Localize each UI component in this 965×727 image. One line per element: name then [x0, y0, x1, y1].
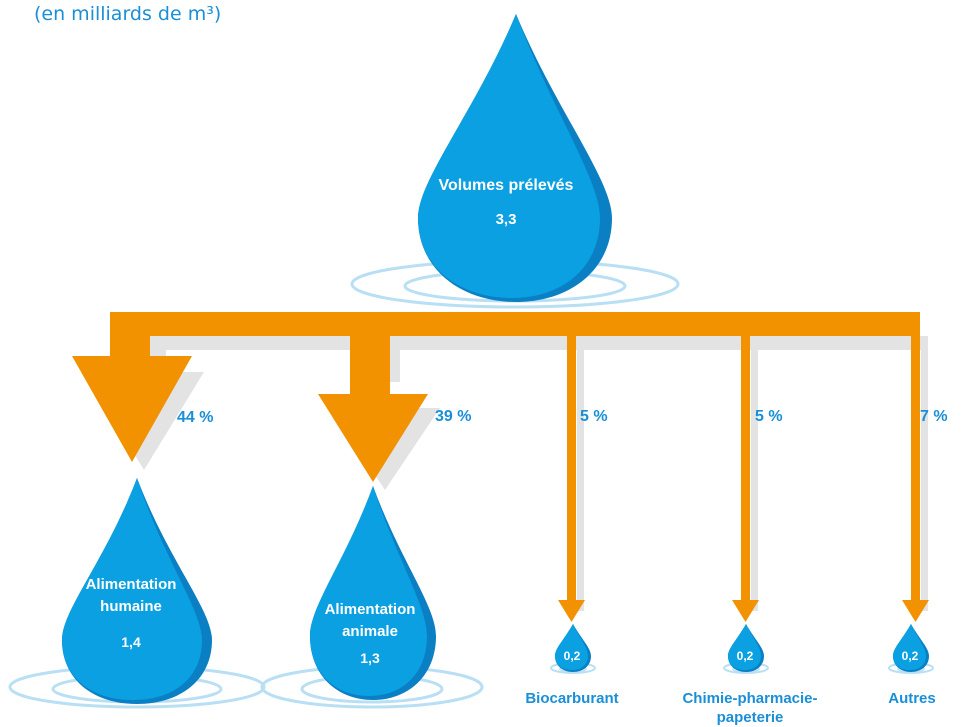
unit-subtitle: (en milliards de m³)	[34, 3, 221, 25]
arrow-stem-4	[741, 312, 750, 604]
flow-arrows	[72, 312, 929, 622]
drop-2-value: 1,3	[360, 650, 380, 666]
drop-2-title-line1: Alimentation	[325, 601, 416, 618]
drop-autres: 0,2	[888, 624, 934, 674]
drop-chimie-pharmacie-papeterie: 0,2	[723, 624, 769, 674]
percent-4: 5 %	[755, 408, 783, 425]
percent-5: 7 %	[920, 408, 948, 425]
flow-bar	[110, 312, 918, 336]
percent-3: 5 %	[580, 408, 608, 425]
drop-1-title-line1: Alimentation	[86, 576, 177, 593]
source-title: Volumes prélevés	[439, 177, 574, 194]
arrow-head-5	[902, 600, 929, 622]
arrow-head-4	[732, 600, 759, 622]
drop-4-value: 0,2	[737, 649, 754, 663]
category-chimie-line2: papeterie	[717, 709, 784, 726]
arrow-stem-2	[350, 312, 390, 396]
drop-5-value: 0,2	[902, 649, 919, 663]
drop-1-value: 1,4	[121, 634, 141, 650]
drop-alimentation-animale: Alimentation animale 1,3	[310, 486, 436, 700]
source-value: 3,3	[496, 211, 517, 228]
source-drop: Volumes prélevés 3,3	[418, 14, 612, 302]
arrow-stem-1	[110, 312, 150, 364]
category-chimie-line1: Chimie-pharmacie-	[682, 690, 817, 707]
drop-alimentation-humaine: Alimentation humaine 1,4	[62, 478, 212, 704]
drop-3-value: 0,2	[564, 649, 581, 663]
percent-1: 44 %	[177, 409, 213, 426]
arrow-head-1	[72, 356, 192, 462]
percent-2: 39 %	[435, 408, 471, 425]
arrow-head-2	[318, 394, 428, 482]
arrow-stem-3	[567, 312, 576, 604]
drop-1-title-line2: humaine	[100, 598, 162, 615]
arrow-head-3	[558, 600, 585, 622]
category-biocarburant: Biocarburant	[525, 690, 618, 707]
arrow-shadows	[84, 336, 928, 611]
arrow-stem-5	[911, 312, 920, 604]
drop-2-title-line2: animale	[342, 623, 398, 640]
category-autres: Autres	[888, 690, 936, 707]
drop-biocarburant: 0,2	[550, 624, 596, 674]
